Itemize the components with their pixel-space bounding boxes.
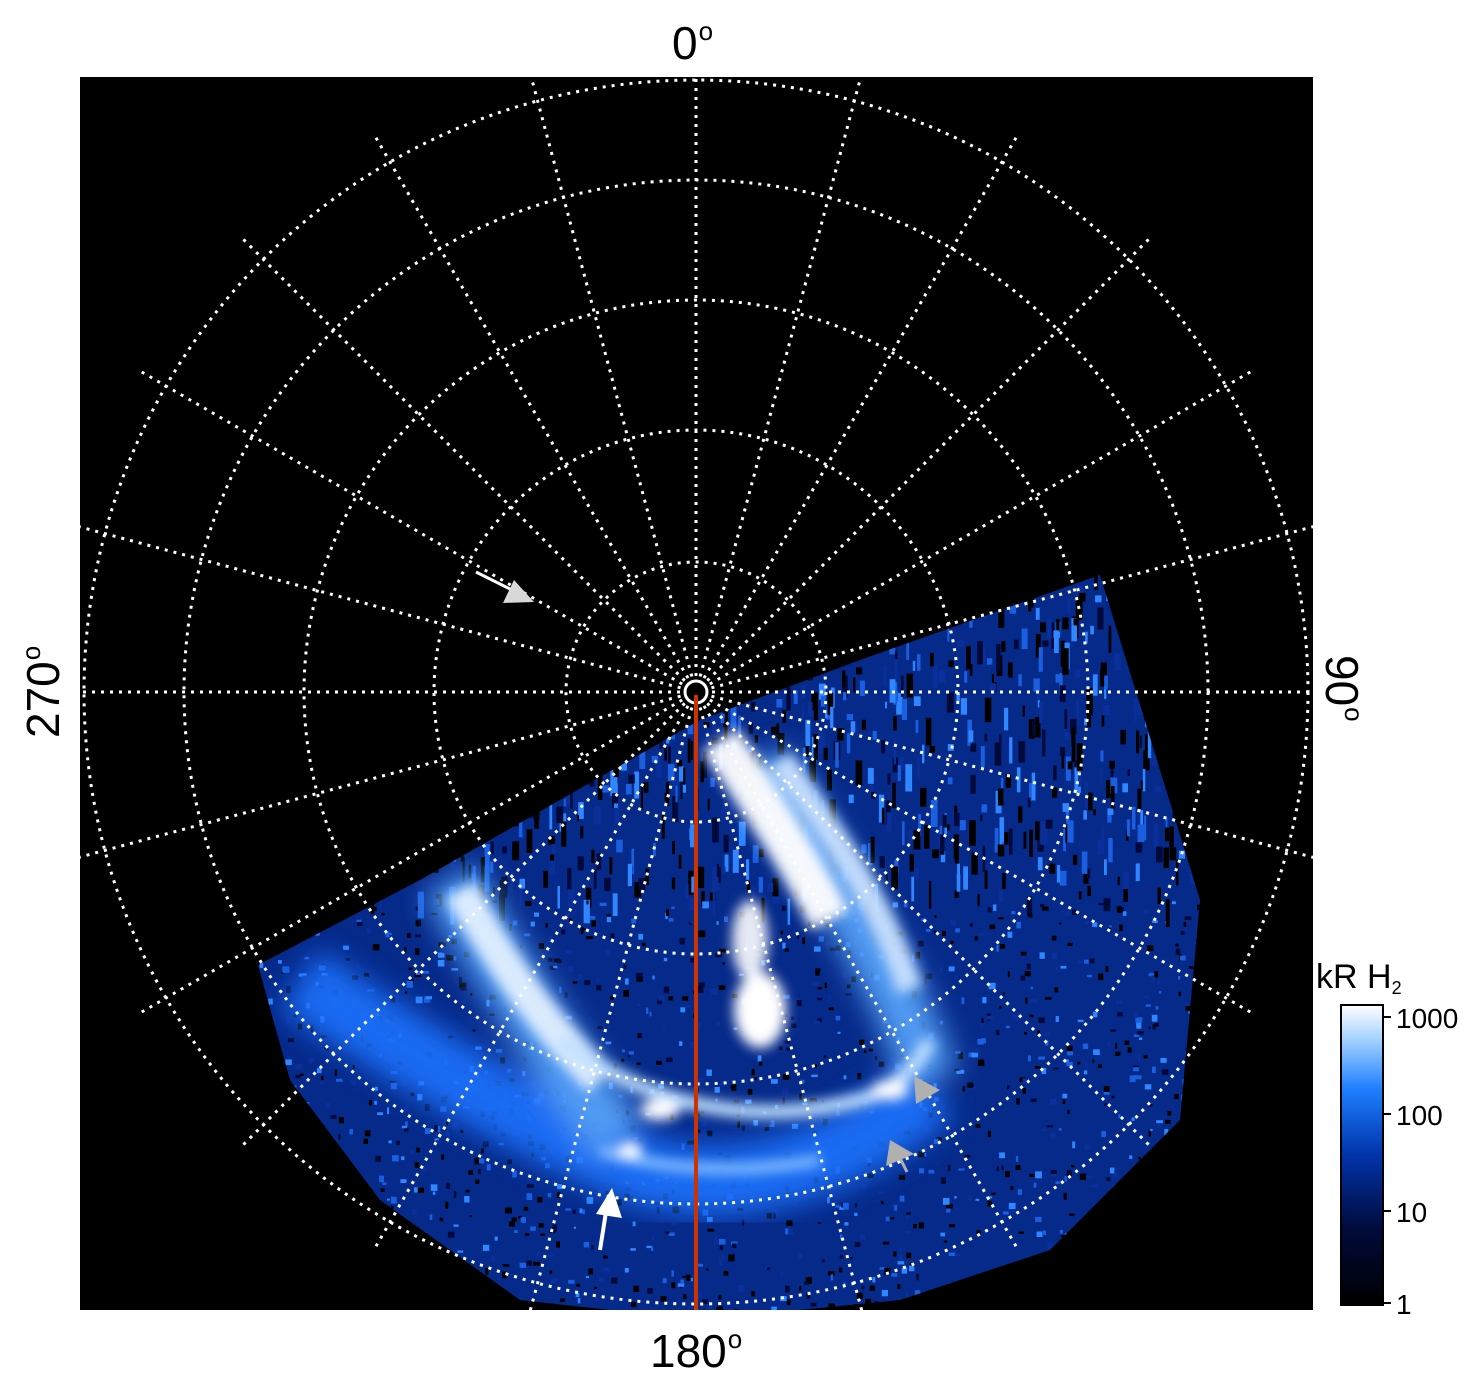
longitude-label-left: 270o: [16, 645, 69, 738]
colorbar: [1340, 1004, 1391, 1306]
degree-symbol: o: [698, 16, 714, 46]
longitude-label-right: 90o: [1316, 655, 1369, 722]
latitude-circle: [564, 560, 828, 824]
gray-arrow-icon: [886, 1140, 914, 1173]
white-arrow-icon: [475, 570, 534, 603]
white-arrow-icon: [596, 1188, 622, 1251]
degree-symbol: o: [16, 645, 46, 661]
latitude-longitude-grid: [80, 77, 1313, 1310]
colorbar-tick-label: 100: [1396, 1100, 1443, 1131]
colorbar-tick-label: 10: [1396, 1197, 1428, 1228]
gray-arrow-icon: [914, 1076, 940, 1104]
longitude-label-bottom: 180o: [650, 1324, 743, 1377]
colorbar-title: kR H2: [1316, 958, 1402, 998]
degree-symbol: o: [727, 1324, 743, 1354]
degree-symbol: o: [1339, 707, 1369, 722]
longitude-label-top: 0o: [672, 16, 714, 69]
colorbar-tick-label: 1: [1396, 1289, 1412, 1320]
colorbar-tick-label: 1000: [1396, 1003, 1459, 1034]
latitude-circle: [302, 298, 1090, 1086]
